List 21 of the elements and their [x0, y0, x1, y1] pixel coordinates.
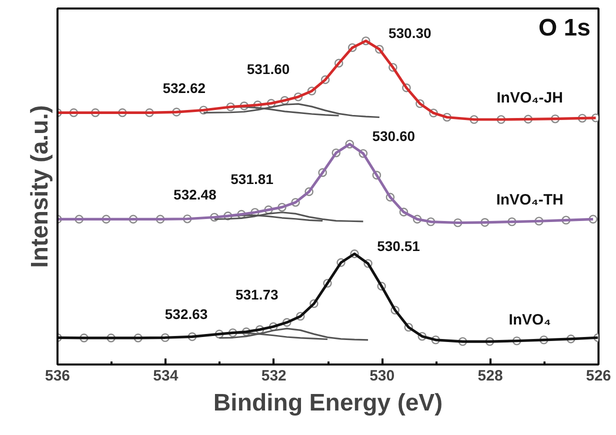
y-axis-title: Intensity (a.u.) [26, 105, 54, 268]
annotation: 531.60 [246, 60, 290, 77]
annotation: 532.62 [162, 80, 206, 96]
series-label: InVO₄-TH [496, 192, 564, 209]
annotation: 530.60 [372, 128, 416, 144]
x-tick-label: 526 [586, 368, 612, 384]
annotation: O 1s [538, 14, 590, 42]
annotation: 530.51 [377, 238, 420, 254]
series-label: InVO₄ [508, 311, 551, 328]
x-tick-label: 532 [261, 368, 286, 384]
x-tick-label: 528 [478, 368, 503, 384]
annotation: 531.73 [235, 286, 279, 302]
annotation: 531.81 [230, 171, 274, 188]
x-axis-title: Binding Energy (eV) [213, 390, 443, 416]
x-tick-label: 536 [44, 368, 70, 384]
x-tick-label: 530 [370, 368, 395, 384]
series-label: InVO₄-JH [496, 90, 563, 107]
annotation: 532.48 [174, 186, 217, 202]
x-tick-label: 534 [153, 368, 179, 384]
annotation: 530.30 [388, 24, 432, 41]
annotation: 532.63 [164, 306, 208, 322]
